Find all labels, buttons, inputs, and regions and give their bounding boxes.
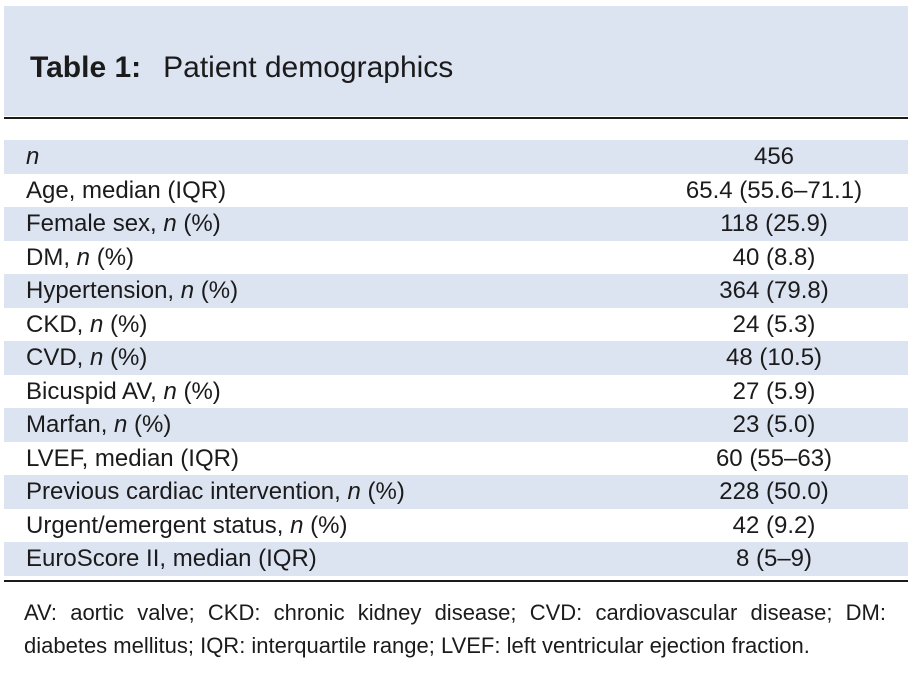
- table-row: CKD, n (%) 24 (5.3): [4, 308, 908, 342]
- row-value: 48 (10.5): [725, 344, 823, 371]
- row-label: LVEF, median (IQR): [26, 444, 239, 472]
- row-value: 118 (25.9): [720, 210, 828, 237]
- row-label: CVD, n (%): [26, 344, 148, 371]
- table-row: Marfan, n (%) 23 (5.0): [4, 408, 908, 442]
- table-row: LVEF, median (IQR) 60 (55–63): [4, 442, 908, 476]
- table-row: CVD, n (%) 48 (10.5): [4, 341, 908, 375]
- row-label: Urgent/emergent status, n (%): [26, 511, 348, 539]
- table-row: Female sex, n (%) 118 (25.9): [4, 207, 908, 241]
- row-label: CKD, n (%): [26, 310, 148, 338]
- table-row: Urgent/emergent status, n (%) 42 (9.2): [4, 509, 908, 543]
- table-caption: Patient demographics: [163, 51, 454, 84]
- table-row: Age, median (IQR) 65.4 (55.6–71.1): [4, 174, 908, 208]
- table-row: Previous cardiac intervention, n (%) 228 …: [4, 475, 908, 509]
- table-label: Table 1:: [30, 51, 142, 84]
- table-row: n 456: [4, 140, 908, 174]
- row-value: 60 (55–63): [715, 444, 833, 472]
- row-value: 228 (50.0): [719, 478, 829, 505]
- row-value: 364 (79.8): [719, 277, 829, 304]
- row-label: Age, median (IQR): [26, 176, 227, 204]
- row-label: Bicuspid AV, n (%): [26, 377, 221, 405]
- row-label: DM, n (%): [26, 243, 135, 271]
- row-value: 40 (8.8): [732, 243, 816, 271]
- table-row: Hypertension, n (%) 364 (79.8): [4, 274, 908, 308]
- row-value: 456: [753, 143, 795, 170]
- row-value: 42 (9.2): [732, 511, 816, 539]
- table-header: Table 1: Patient demographics: [4, 6, 908, 116]
- table-row: DM, n (%) 40 (8.8): [4, 241, 908, 275]
- row-label: Previous cardiac intervention, n (%): [26, 478, 405, 505]
- demographics-table: n 456 Age, median (IQR) 65.4 (55.6–71.1) F…: [4, 140, 908, 576]
- row-label: n: [26, 143, 40, 170]
- table-row: Bicuspid AV, n (%) 27 (5.9): [4, 375, 908, 409]
- row-label: Marfan, n (%): [26, 411, 172, 438]
- top-rule: [4, 117, 908, 119]
- row-value: 23 (5.0): [732, 411, 816, 438]
- row-value: 24 (5.3): [732, 310, 816, 338]
- row-value: 27 (5.9): [732, 377, 816, 405]
- table-row: EuroScore II, median (IQR) 8 (5–9): [4, 542, 908, 576]
- row-label: Female sex, n (%): [26, 210, 221, 237]
- row-label: Hypertension, n (%): [26, 277, 239, 304]
- row-label: EuroScore II, median (IQR): [26, 545, 317, 572]
- row-value: 65.4 (55.6–71.1): [685, 176, 863, 204]
- table-footnote: AV: aortic valve; CKD: chronic kidney di…: [24, 600, 886, 658]
- bottom-rule: [4, 580, 908, 582]
- row-value: 8 (5–9): [735, 545, 813, 572]
- table-title: Table 1: Patient demographics: [30, 50, 453, 86]
